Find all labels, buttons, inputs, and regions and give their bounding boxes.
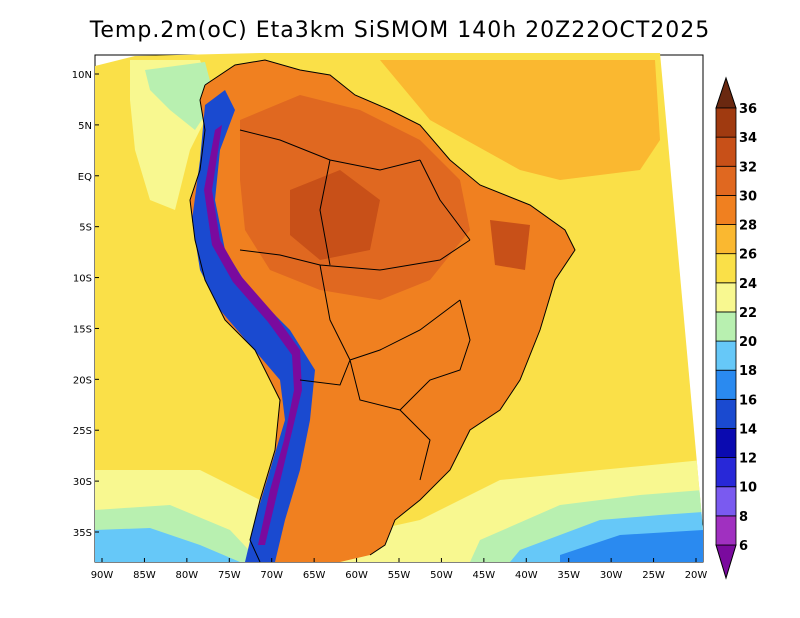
lat-label: 25S bbox=[73, 426, 92, 437]
colorbar-label: 32 bbox=[739, 160, 757, 175]
colorbar-swatch bbox=[715, 107, 737, 138]
lon-label: 85W bbox=[133, 570, 156, 581]
lon-label: 65W bbox=[303, 570, 326, 581]
lon-label: 45W bbox=[473, 570, 496, 581]
lon-label: 75W bbox=[218, 570, 241, 581]
colorbar-swatch bbox=[715, 311, 737, 342]
colorbar-label: 18 bbox=[739, 364, 757, 379]
colorbar-swatch bbox=[715, 398, 737, 429]
longitude-axis: 90W 85W 80W 75W 70W 65W 60W 55W 50W 45W 40W 35W 30W 2… bbox=[91, 558, 708, 581]
colorbar-label: 30 bbox=[739, 189, 757, 204]
colorbar-top-arrow bbox=[715, 76, 737, 109]
colorbar-label: 12 bbox=[739, 452, 757, 467]
atlantic-warm-zone bbox=[380, 60, 660, 180]
colorbar-label: 22 bbox=[739, 306, 757, 321]
colorbar-label: 14 bbox=[739, 422, 757, 437]
colorbar-swatch bbox=[715, 224, 737, 255]
colorbar: 6 8 10 12 14 16 18 20 22 24 26 28 30 32 34 36 bbox=[715, 76, 757, 580]
colorbar-label: 10 bbox=[739, 481, 757, 496]
country-borders bbox=[239, 129, 471, 481]
colorbar-label: 28 bbox=[739, 219, 757, 234]
lat-label: 30S bbox=[73, 477, 92, 488]
colorbar-label: 20 bbox=[739, 335, 757, 350]
colorbar-swatch bbox=[715, 340, 737, 371]
lon-label: 80W bbox=[176, 570, 199, 581]
colorbar-swatch bbox=[715, 457, 737, 488]
lon-label: 30W bbox=[600, 570, 623, 581]
lat-label: 5S bbox=[79, 223, 92, 234]
colorbar-swatch bbox=[715, 515, 737, 546]
latitude-axis: 10N 5N EQ 5S 10S 15S 20S 25S 30S 35S bbox=[72, 70, 99, 539]
colorbar-label: 8 bbox=[739, 510, 748, 525]
lat-label: 35S bbox=[73, 528, 92, 539]
colorbar-swatch bbox=[715, 253, 737, 284]
coastline-east bbox=[204, 59, 576, 556]
lon-label: 55W bbox=[388, 570, 411, 581]
colorbar-swatch bbox=[715, 486, 737, 517]
lon-label: 40W bbox=[515, 570, 538, 581]
lat-label: 10S bbox=[73, 274, 92, 285]
southern-cone-land bbox=[290, 380, 460, 555]
colorbar-label: 34 bbox=[739, 131, 757, 146]
lon-label: 25W bbox=[642, 570, 665, 581]
lon-label: 70W bbox=[260, 570, 283, 581]
south-colder-zone bbox=[95, 512, 703, 562]
colorbar-swatch bbox=[715, 369, 737, 400]
lon-label: 90W bbox=[91, 570, 114, 581]
colorbar-swatch bbox=[715, 165, 737, 196]
lon-label: 50W bbox=[430, 570, 453, 581]
colorbar-swatch bbox=[715, 282, 737, 313]
colorbar-label: 24 bbox=[739, 277, 757, 292]
pacific-cold-zone bbox=[145, 62, 215, 130]
colorbar-swatch bbox=[715, 194, 737, 225]
lat-label: EQ bbox=[78, 172, 92, 183]
interior-hotspots bbox=[290, 170, 530, 270]
lat-label: 5N bbox=[78, 121, 92, 132]
coastline-west bbox=[189, 84, 281, 562]
lat-label: 10N bbox=[72, 70, 92, 81]
south-coldest-zone bbox=[560, 530, 703, 562]
lon-label: 35W bbox=[557, 570, 580, 581]
lon-label: 20W bbox=[685, 570, 708, 581]
colorbar-bottom-arrow bbox=[715, 544, 737, 580]
colorbar-swatch bbox=[715, 428, 737, 459]
lat-label: 15S bbox=[73, 324, 92, 335]
colorbar-label: 16 bbox=[739, 393, 757, 408]
colorbar-label: 6 bbox=[739, 539, 748, 554]
colorbar-label: 36 bbox=[739, 102, 757, 117]
lon-label: 60W bbox=[345, 570, 368, 581]
colorbar-swatch bbox=[715, 136, 737, 167]
andes-high-peaks bbox=[204, 125, 302, 545]
colorbar-label: 26 bbox=[739, 248, 757, 263]
lat-label: 20S bbox=[73, 375, 92, 386]
map-title: Temp.2m(oC) Eta3km SiSMOM 140h 20Z22OCT2… bbox=[89, 18, 711, 43]
